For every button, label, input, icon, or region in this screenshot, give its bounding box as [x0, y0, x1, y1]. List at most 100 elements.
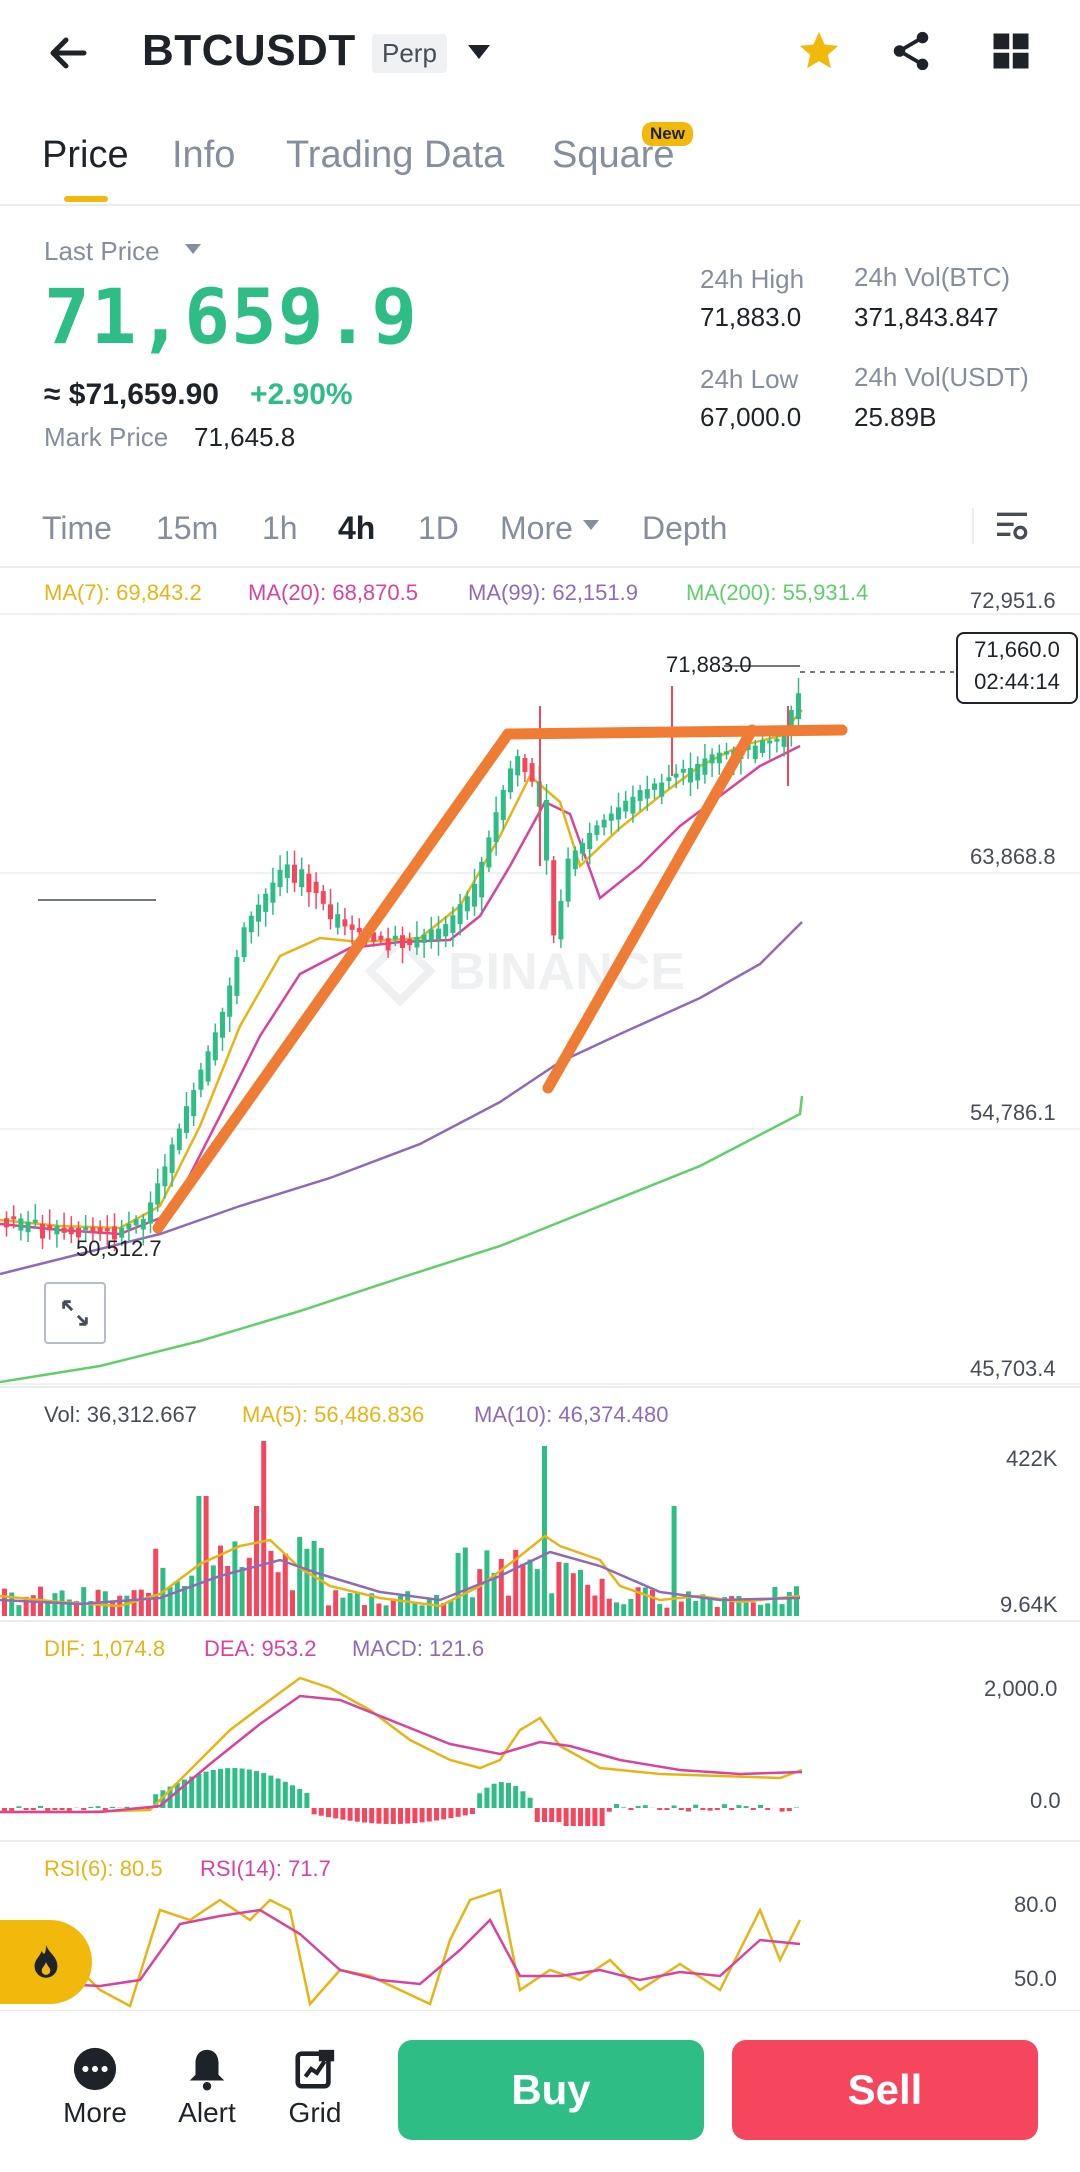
candle-body	[155, 1183, 160, 1204]
volume-bar	[535, 1569, 540, 1616]
macd-bar	[60, 1808, 65, 1810]
volume-bar	[398, 1596, 403, 1616]
buy-button[interactable]: Buy	[398, 2040, 704, 2140]
volume-bar	[124, 1596, 129, 1616]
grid-layout-icon[interactable]	[990, 30, 1032, 77]
macd-bar	[312, 1808, 317, 1814]
candle-body	[386, 938, 391, 950]
macd-bar	[607, 1808, 612, 1812]
tf-4h[interactable]: 4h	[338, 510, 375, 547]
volume-bar	[549, 1593, 554, 1616]
candle-body	[645, 789, 650, 798]
macd-bar	[391, 1808, 396, 1824]
tab-trading-data[interactable]: Trading Data	[286, 134, 504, 177]
share-icon[interactable]	[888, 28, 934, 79]
price-change: +2.90%	[250, 378, 353, 412]
candle-body	[26, 1222, 31, 1233]
candle-body	[170, 1144, 175, 1172]
candle-body	[270, 883, 275, 903]
tab-info[interactable]: Info	[172, 134, 235, 177]
macd-bar	[434, 1808, 439, 1820]
flame-icon	[28, 1942, 64, 1982]
macd-bar	[261, 1773, 266, 1808]
tf-1d[interactable]: 1D	[418, 510, 459, 547]
tf-depth[interactable]: Depth	[642, 510, 727, 547]
volume-bar	[520, 1564, 525, 1616]
macd-bar	[780, 1808, 785, 1812]
macd-bar	[542, 1808, 547, 1822]
candle-body	[11, 1216, 16, 1219]
dea-line	[0, 1696, 802, 1812]
candle-body	[220, 1012, 225, 1038]
last-price-dropdown-icon[interactable]	[184, 242, 202, 261]
volume-divider	[0, 1386, 1080, 1388]
macd-bar	[463, 1808, 468, 1815]
volume-chart[interactable]	[0, 1436, 1080, 1620]
candle-body	[90, 1227, 95, 1232]
candle-body	[580, 843, 585, 854]
low-value: 67,000.0	[700, 402, 801, 433]
last-price-label[interactable]: Last Price	[44, 236, 160, 267]
tab-active-indicator	[64, 196, 108, 202]
candle-body	[767, 740, 772, 743]
macd-bar	[628, 1808, 633, 1810]
candle-body	[213, 1032, 218, 1060]
candle-body	[206, 1051, 211, 1081]
symbol-title[interactable]: BTCUSDT	[142, 26, 356, 76]
more-dropdown-icon[interactable]	[582, 518, 600, 537]
macd-chart[interactable]	[0, 1660, 1080, 1840]
tf-1h[interactable]: 1h	[262, 510, 298, 547]
volume-bar	[261, 1441, 266, 1616]
back-button[interactable]	[44, 28, 94, 78]
candle-body	[450, 915, 455, 933]
tab-price[interactable]: Price	[42, 134, 129, 177]
fullscreen-button[interactable]	[44, 1282, 106, 1344]
macd-bar	[247, 1770, 252, 1808]
macd-bar	[456, 1808, 461, 1817]
candle-body	[717, 753, 722, 764]
volume-bar	[276, 1572, 281, 1616]
macd-bar	[420, 1808, 425, 1822]
alert-button[interactable]: Alert	[164, 2046, 250, 2129]
candle-body	[4, 1218, 9, 1227]
volume-bar	[780, 1604, 785, 1616]
candle-body	[378, 936, 383, 940]
candle-body	[335, 914, 340, 927]
macd-bar	[9, 1808, 14, 1811]
candle-body	[515, 756, 520, 775]
candle-body	[501, 790, 506, 820]
y-tick-4: 45,703.4	[970, 1356, 1056, 1382]
macd-bar	[225, 1768, 230, 1808]
favorite-star-icon[interactable]	[796, 28, 842, 79]
more-button[interactable]: More	[52, 2046, 138, 2129]
macd-bar	[513, 1786, 518, 1808]
last-price-value: 71,659.9	[44, 272, 418, 361]
candle-body	[278, 870, 283, 887]
tf-15m[interactable]: 15m	[156, 510, 218, 547]
sell-button[interactable]: Sell	[732, 2040, 1038, 2140]
candlestick-chart[interactable]: BINANCE 71,883.0	[0, 566, 1080, 1386]
macd-bar	[290, 1785, 295, 1808]
rsi-chart[interactable]	[0, 1880, 1080, 2010]
volume-bar	[578, 1570, 583, 1616]
grid-button[interactable]: Grid	[272, 2046, 358, 2129]
volume-bar	[744, 1603, 749, 1616]
mark-price-value: 71,645.8	[194, 422, 295, 453]
macd-bar	[276, 1778, 281, 1808]
tf-time[interactable]: Time	[42, 510, 112, 547]
volume-bar	[463, 1548, 468, 1616]
candle-body	[494, 812, 499, 842]
tf-more[interactable]: More	[500, 510, 573, 547]
candle-body	[54, 1226, 59, 1235]
candle-body	[141, 1219, 146, 1230]
chart-settings-icon[interactable]	[992, 506, 1032, 551]
macd-bar	[571, 1808, 576, 1826]
symbol-dropdown-icon[interactable]	[466, 42, 492, 67]
volume-bar	[45, 1603, 50, 1616]
volume-bar	[715, 1607, 720, 1616]
flame-float-button[interactable]	[0, 1920, 92, 2004]
rsi14-legend: RSI(14): 71.7	[200, 1856, 331, 1882]
macd-bar	[240, 1768, 245, 1808]
volume-bar	[384, 1605, 389, 1616]
high-label: 24h High	[700, 264, 804, 295]
